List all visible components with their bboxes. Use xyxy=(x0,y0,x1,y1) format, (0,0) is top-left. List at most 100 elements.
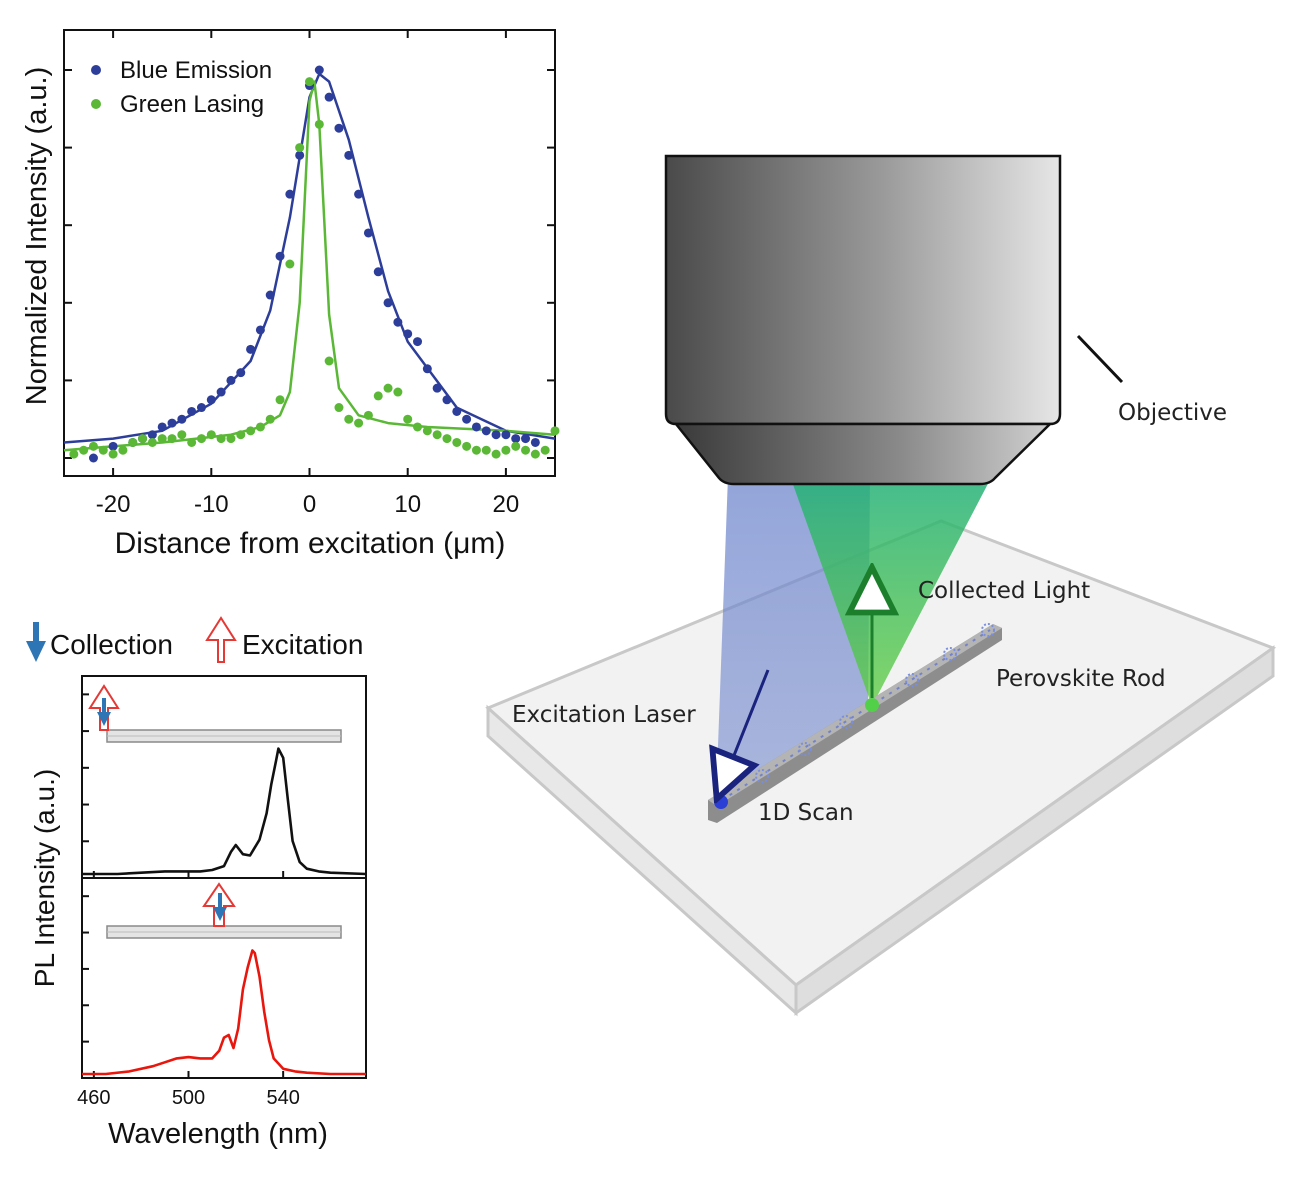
data-point xyxy=(275,395,285,405)
data-point xyxy=(550,426,560,436)
data-point xyxy=(295,143,305,153)
data-point xyxy=(344,150,354,160)
data-point xyxy=(246,426,256,436)
data-point xyxy=(216,387,226,397)
data-point xyxy=(452,406,462,416)
data-point xyxy=(255,422,265,432)
data-point xyxy=(511,441,521,451)
data-point xyxy=(314,65,324,75)
rod-icon-bottom xyxy=(106,925,342,939)
chart2-spectra xyxy=(82,747,367,1076)
data-point xyxy=(275,251,285,261)
setup-diagram: Objective Collected Light Perovskite Rod… xyxy=(485,154,1277,1017)
data-point xyxy=(452,437,462,447)
data-point xyxy=(442,434,452,444)
data-point xyxy=(255,325,265,335)
chart2-xlabel: Wavelength (nm) xyxy=(108,1118,328,1150)
data-point xyxy=(285,189,295,199)
data-point xyxy=(462,441,472,451)
data-point xyxy=(98,445,108,455)
data-point xyxy=(324,92,334,102)
data-point xyxy=(530,449,540,459)
data-point xyxy=(393,387,403,397)
data-point xyxy=(216,434,226,444)
x-tick-label: 10 xyxy=(394,491,421,518)
collection-label: Collection xyxy=(50,629,173,660)
data-point xyxy=(471,445,481,455)
data-point xyxy=(187,406,197,416)
fit-line xyxy=(63,80,556,452)
data-point xyxy=(373,391,383,401)
perovskite-rod-label: Perovskite Rod xyxy=(996,666,1166,692)
data-point xyxy=(393,317,403,327)
data-point xyxy=(118,445,128,455)
collected-light-label: Collected Light xyxy=(918,578,1090,604)
spectrum-line xyxy=(82,949,366,1076)
data-point xyxy=(363,410,373,420)
data-point xyxy=(187,437,197,447)
data-point xyxy=(88,441,98,451)
data-point xyxy=(511,434,521,444)
distance-chart: -20 -10 0 10 20 Blue Emission Green Lasing D… xyxy=(21,29,560,560)
data-point xyxy=(69,449,79,459)
data-point xyxy=(108,441,118,451)
data-point xyxy=(177,414,187,424)
chart2-bottom-frame xyxy=(81,877,367,1079)
data-point xyxy=(422,364,432,374)
legend-marker-blue xyxy=(91,65,101,75)
data-point xyxy=(442,395,452,405)
objective-label: Objective xyxy=(1118,400,1227,426)
perovskite-rod xyxy=(708,624,1002,823)
legend-label-blue: Blue Emission xyxy=(120,57,272,84)
excitation-arrow-bottom-icon xyxy=(202,882,236,927)
chart2-ticks: 460 500 540 xyxy=(77,693,300,1109)
data-point xyxy=(432,430,442,440)
data-point xyxy=(481,445,491,455)
data-point xyxy=(354,418,364,428)
x-tick-label: 460 xyxy=(77,1087,110,1109)
data-point xyxy=(147,437,157,447)
data-point xyxy=(265,290,275,300)
chart2-ylabel: PL Intensity (a.u.) xyxy=(29,769,60,987)
data-point xyxy=(501,445,511,455)
data-point xyxy=(403,329,413,339)
data-point xyxy=(422,426,432,436)
excitation-arrow-icon xyxy=(205,616,237,663)
data-point xyxy=(481,426,491,436)
chart2-top-frame xyxy=(81,675,367,879)
data-point xyxy=(157,434,167,444)
data-point xyxy=(285,259,295,269)
data-point xyxy=(334,123,344,133)
legend-marker-green xyxy=(91,99,101,109)
x-tick-label: 20 xyxy=(493,491,520,518)
data-point xyxy=(324,356,334,366)
x-tick-label: 500 xyxy=(172,1087,205,1109)
data-point xyxy=(501,430,511,440)
chart1-x-ticks: -20 -10 0 10 20 xyxy=(96,30,519,518)
chart1-points xyxy=(69,65,560,463)
objective-leader-line xyxy=(1076,334,1124,384)
pl-spectra-chart: 460 500 540 Wavelength (nm) PL Intensity (… xyxy=(29,675,367,1150)
data-point xyxy=(196,403,206,413)
scan-label: 1D Scan xyxy=(758,800,854,826)
x-tick-label: -10 xyxy=(194,491,229,518)
data-point xyxy=(363,228,373,238)
data-point xyxy=(314,119,324,129)
chart1-ylabel: Normalized Intensity (a.u.) xyxy=(21,67,53,405)
data-point xyxy=(462,414,472,424)
data-point xyxy=(157,422,167,432)
excitation-laser-arrow xyxy=(725,669,770,778)
data-point xyxy=(521,445,531,455)
excitation-laser-label: Excitation Laser xyxy=(512,702,696,728)
substrate-slab xyxy=(485,519,1277,1017)
data-point xyxy=(334,403,344,413)
excitation-spot xyxy=(714,795,728,809)
data-point xyxy=(236,368,246,378)
legend-label-green: Green Lasing xyxy=(120,91,264,118)
data-point xyxy=(305,77,314,87)
data-point xyxy=(246,344,256,354)
data-point xyxy=(403,414,413,424)
data-point xyxy=(491,449,501,459)
spectrum-line xyxy=(82,747,367,876)
